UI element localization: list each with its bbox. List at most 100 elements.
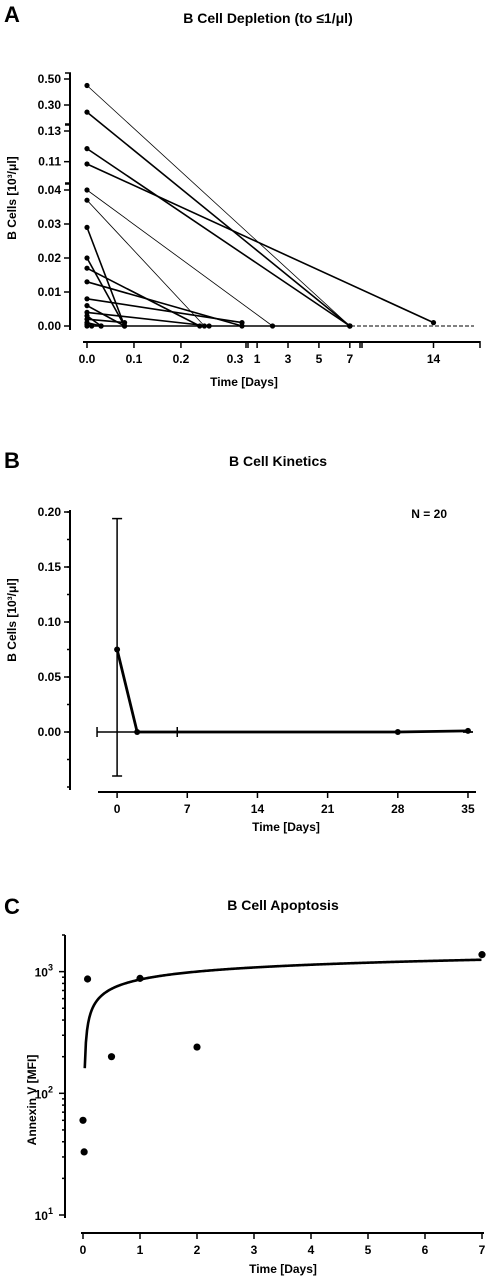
chart-a: 0.000.010.020.030.040.110.130.300.500.0 0… [38,72,481,366]
y-tick-exponent-c: 2 [48,1084,53,1094]
y-tick-exponent-c: 3 [48,963,53,973]
y-tick-label-a: 0.11 [38,155,61,169]
series-line-a [86,189,273,327]
data-point-a [84,296,90,302]
x-tick-label-b: 28 [391,802,405,816]
data-point-a [98,323,104,329]
x-tick-label-a: 5 [316,352,323,366]
data-point-a [121,320,128,326]
data-point-a [84,187,90,193]
y-tick-label-b: 0.00 [38,725,62,739]
x-tick-label-c: 3 [251,1243,258,1257]
x-tick-label-c: 6 [422,1243,429,1257]
data-point-a [430,320,437,326]
data-point-a [269,323,276,329]
data-point-c [79,1116,87,1124]
x-tick-label-a: 0.0 [79,352,96,366]
series-line-a [86,85,351,327]
data-point-a [84,279,90,285]
data-point-b [134,729,141,735]
data-point-b [394,729,401,735]
x-tick-label-a: 7 [346,352,353,366]
x-tick-label-a: 1 [254,352,261,366]
y-tick-label-a: 0.13 [38,124,62,138]
data-point-a [84,146,90,152]
data-point-c [107,1053,116,1061]
y-tick-base-c: 10 [35,1209,49,1223]
y-tick-label-b: 0.05 [38,670,62,684]
y-tick-label-b: 0.20 [38,505,62,519]
x-tick-label-a: 14 [427,352,441,366]
data-point-c [80,1148,88,1156]
x-tick-label-b: 7 [184,802,191,816]
data-point-a [206,323,212,329]
x-tick-label-c: 0 [80,1243,87,1257]
series-line-a [86,111,351,327]
chart-b: 0.00 0.05 0.10 0.15 0.20 0 7 14 21 28 35 [38,505,476,816]
series-line-a [86,147,351,327]
series-line-a [86,318,125,324]
data-point-a [84,321,90,327]
chart-b-xlabel: Time [Days] [252,820,320,834]
x-tick-label-b: 0 [114,802,121,816]
panel-label-b: B [4,448,20,473]
y-tick-label-a: 0.50 [38,72,62,86]
data-point-a [84,303,90,309]
data-point-a [84,82,90,89]
data-point-b [464,727,471,734]
y-tick-label-a: 0.03 [38,217,62,231]
y-tick-label-b: 0.10 [38,615,62,629]
x-tick-label-b: 35 [461,802,475,816]
data-point-a [239,320,245,326]
y-tick-label-a: 0.02 [38,251,62,265]
x-tick-label-a: 3 [285,352,292,366]
y-tick-label-a: 0.04 [38,183,62,197]
data-point-a [84,161,90,167]
x-tick-label-c: 5 [365,1243,372,1257]
x-tick-label-c: 1 [137,1243,144,1257]
chart-a-ylabel: B Cells [10³/μl] [5,156,19,239]
y-tick-label-a: 0.00 [38,319,62,333]
x-tick-label-c: 2 [194,1243,201,1257]
series-line-a [86,257,126,327]
chart-a-xlabel: Time [Days] [210,375,278,389]
data-point-a [84,109,90,115]
chart-c-xlabel: Time [Days] [249,1262,317,1276]
series-line-b [115,649,468,734]
chart-b-annotation: N = 20 [411,507,447,521]
y-tick-label-c: 103 [35,963,53,980]
x-tick-label-c: 4 [308,1243,315,1257]
chart-b-title: B Cell Kinetics [229,453,327,469]
panel-label-c: C [4,894,20,919]
data-point-a [84,265,90,271]
chart-c-title: B Cell Apoptosis [227,897,339,913]
x-tick-label-c: 7 [479,1243,486,1257]
x-tick-label-a: 0.3 [227,352,244,366]
series-line-a [86,227,126,327]
x-tick-label-b: 14 [251,802,265,816]
data-point-b [114,646,121,653]
data-point-a [89,323,95,329]
data-point-a [84,224,90,230]
chart-a-title: B Cell Depletion (to ≤1/μl) [183,10,352,26]
data-point-a [84,255,90,261]
y-tick-label-a: 0.30 [38,98,62,112]
y-tick-label-b: 0.15 [38,560,62,574]
x-tick-label-a: 0.2 [173,352,190,366]
data-point-a [84,197,90,203]
data-point-c [83,975,92,983]
data-point-a [347,323,353,329]
series-line-a [86,199,205,327]
y-tick-base-c: 10 [35,966,49,980]
x-tick-label-b: 21 [321,802,335,816]
data-point-c [193,1043,201,1051]
y-tick-exponent-c: 1 [48,1206,53,1216]
series-line-a [86,163,434,324]
panel-label-a: A [4,2,20,27]
y-tick-label-a: 0.01 [38,285,62,299]
x-tick-label-a: 0.1 [126,352,143,366]
y-tick-base-c: 10 [35,1087,49,1101]
data-point-c [478,951,486,959]
chart-c-ylabel: Annexin V [MFI] [25,1055,39,1146]
